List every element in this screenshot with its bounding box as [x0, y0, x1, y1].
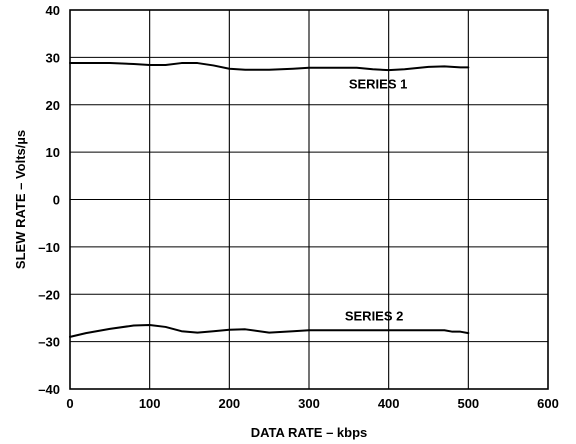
x-tick-label: 600: [537, 396, 559, 411]
grid-lines: [70, 10, 548, 389]
tick-labels: 0 100 200 300 400 500 600 –40 –30 –20 –10 0 10 20 30 40: [38, 3, 559, 411]
x-tick-label: 200: [218, 396, 240, 411]
x-tick-label: 400: [378, 396, 400, 411]
y-tick-label: 0: [53, 193, 60, 208]
series-2-label: SERIES 2: [345, 309, 404, 324]
plot-frame: [69, 9, 549, 390]
x-tick-label: 0: [66, 396, 73, 411]
series-lines: [69, 62, 470, 338]
y-tick-label: 30: [46, 50, 60, 65]
y-tick-label: 10: [46, 145, 60, 160]
y-tick-label: 40: [46, 3, 60, 18]
y-tick-label: –30: [38, 335, 60, 350]
series-1-line: [69, 62, 470, 72]
series-2-line: [69, 324, 470, 338]
x-tick-label: 500: [457, 396, 479, 411]
y-tick-label: –10: [38, 240, 60, 255]
x-axis-label: DATA RATE – kbps: [251, 425, 368, 440]
y-tick-label: –20: [38, 287, 60, 302]
y-axis-label: SLEW RATE – Volts/µs: [13, 130, 28, 269]
x-tick-label: 300: [298, 396, 320, 411]
y-tick-label: 20: [46, 98, 60, 113]
x-tick-label: 100: [139, 396, 161, 411]
y-tick-label: –40: [38, 382, 60, 397]
series-1-label: SERIES 1: [349, 76, 408, 91]
series-labels: SERIES 1 SERIES 2: [345, 76, 408, 323]
